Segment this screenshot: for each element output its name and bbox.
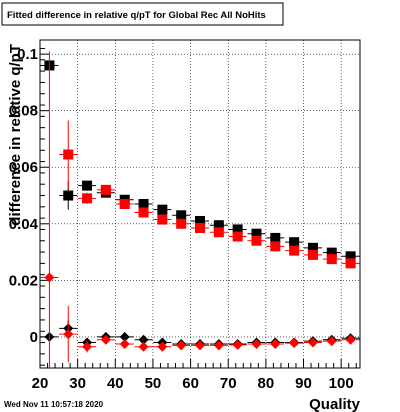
y-tick-label: 0.06 bbox=[9, 159, 38, 176]
data-point-diamond bbox=[138, 334, 149, 345]
plot-frame bbox=[39, 39, 361, 369]
data-point-diamond bbox=[82, 341, 93, 352]
x-axis-title: Quality bbox=[309, 396, 361, 412]
data-point-square bbox=[63, 149, 74, 160]
data-point-square bbox=[326, 254, 337, 265]
x-tick-label: 70 bbox=[220, 375, 237, 392]
data-point-diamond bbox=[270, 338, 281, 349]
data-point-square bbox=[289, 237, 300, 248]
data-point-square bbox=[345, 251, 356, 262]
y-tick-label: 0.02 bbox=[9, 272, 38, 289]
data-point-diamond bbox=[345, 334, 356, 345]
x-tick-label: 30 bbox=[69, 375, 86, 392]
data-point-diamond bbox=[251, 338, 262, 349]
data-point-square bbox=[213, 227, 224, 238]
data-point-square bbox=[157, 204, 168, 215]
y-tick-label: 0 bbox=[30, 329, 38, 346]
data-point-diamond bbox=[307, 337, 318, 348]
data-series bbox=[40, 51, 360, 368]
x-tick-label: 90 bbox=[295, 375, 312, 392]
data-point-diamond bbox=[289, 338, 300, 349]
data-point-square bbox=[232, 224, 243, 235]
data-point-square bbox=[307, 249, 318, 260]
data-point-diamond bbox=[326, 336, 337, 347]
data-point-square bbox=[119, 199, 130, 209]
data-point-diamond bbox=[44, 272, 55, 283]
x-tick-label: 80 bbox=[258, 375, 275, 392]
data-point-diamond bbox=[232, 339, 243, 350]
series-3 bbox=[40, 51, 360, 368]
data-point-square bbox=[138, 199, 149, 209]
data-point-square bbox=[251, 235, 262, 246]
data-point-diamond bbox=[176, 340, 187, 351]
data-point-square bbox=[157, 214, 168, 225]
x-tick-label: 40 bbox=[107, 375, 124, 392]
data-point-square bbox=[195, 215, 205, 226]
x-tick-label: 60 bbox=[182, 375, 199, 392]
title-box: Fitted difference in relative q/pT for G… bbox=[1, 2, 284, 26]
data-point-square bbox=[307, 242, 318, 253]
data-point-square bbox=[63, 190, 74, 201]
series-1 bbox=[59, 120, 360, 269]
data-point-square bbox=[195, 223, 205, 234]
data-point-diamond bbox=[138, 341, 149, 352]
data-point-square bbox=[289, 245, 300, 256]
data-point-diamond bbox=[119, 338, 130, 349]
data-point-square bbox=[100, 184, 111, 195]
data-point-square bbox=[176, 210, 187, 221]
grid bbox=[40, 40, 360, 368]
chart-title: Fitted difference in relative q/pT for G… bbox=[7, 10, 266, 21]
y-tick-label: 0.1 bbox=[17, 46, 38, 63]
data-point-diamond bbox=[213, 340, 224, 351]
axis-ticks: 20 30 40 50 60 70 80 90 100 0 0.02 0.04 0.06 0.08 0.1 bbox=[9, 46, 357, 392]
data-point-square bbox=[82, 193, 93, 204]
data-point-square bbox=[82, 180, 93, 191]
data-point-square bbox=[251, 228, 262, 239]
x-tick-label: 20 bbox=[32, 375, 49, 392]
data-point-square bbox=[270, 241, 281, 252]
x-tick-label: 50 bbox=[145, 375, 162, 392]
x-tick-label: 100 bbox=[329, 375, 354, 392]
data-point-diamond bbox=[195, 340, 205, 351]
data-point-diamond bbox=[63, 329, 74, 340]
data-point-square bbox=[345, 258, 356, 269]
data-point-square bbox=[176, 218, 187, 229]
y-tick-label: 0.08 bbox=[9, 103, 38, 120]
data-point-diamond bbox=[157, 341, 168, 352]
data-point-square bbox=[213, 220, 224, 231]
y-tick-label: 0.04 bbox=[9, 216, 39, 233]
data-point-diamond bbox=[100, 334, 111, 345]
data-point-square bbox=[138, 207, 149, 218]
timestamp: Wed Nov 11 10:57:18 2020 bbox=[4, 400, 104, 409]
data-point-diamond bbox=[119, 331, 130, 342]
data-point-square bbox=[326, 247, 337, 258]
data-point-square bbox=[232, 231, 243, 242]
y-axis-title: difference in relative q/pT bbox=[7, 44, 24, 226]
data-point-square bbox=[270, 232, 281, 243]
